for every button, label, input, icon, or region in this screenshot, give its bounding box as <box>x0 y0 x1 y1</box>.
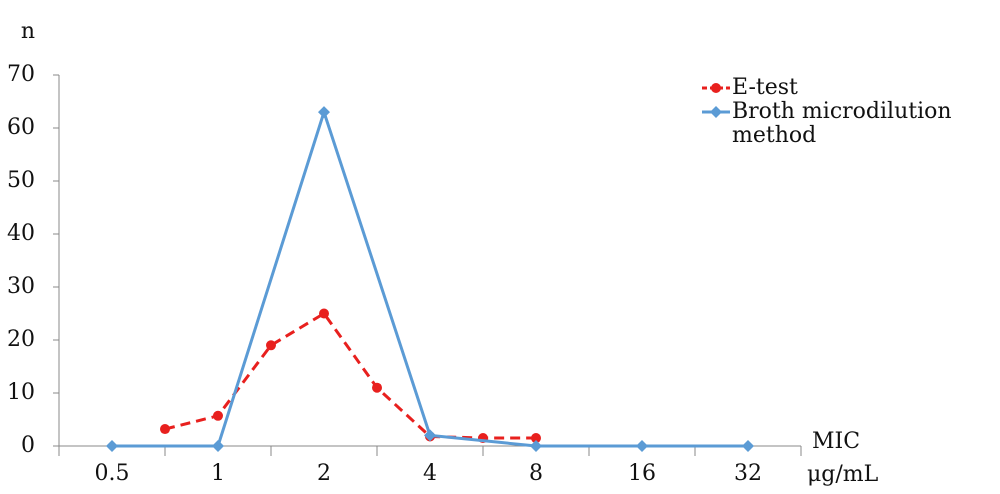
x-tick-label: 2 <box>317 461 331 486</box>
y-tick-label: 30 <box>7 274 35 299</box>
x-tick-label: 4 <box>423 461 437 486</box>
legend-label: Broth microdilution method <box>732 99 952 148</box>
point <box>160 424 170 435</box>
series-line <box>164 311 536 440</box>
y-tick-label: 0 <box>21 433 35 458</box>
point <box>106 440 118 452</box>
point <box>636 440 648 452</box>
legend: E-test Broth microdilution method <box>700 76 1000 148</box>
x-tick-label: 32 <box>734 461 762 486</box>
legend-swatch <box>702 106 730 118</box>
point <box>319 308 329 319</box>
y-tick-label: 40 <box>7 221 35 246</box>
y-tick-label: 20 <box>7 327 35 352</box>
y-tick-label: 70 <box>7 62 35 87</box>
y-tick-label: 60 <box>7 115 35 140</box>
legend-swatch <box>702 83 730 93</box>
legend-label: E-test <box>732 75 798 100</box>
x-tick-label: 0.5 <box>95 461 130 486</box>
y-axis-label: n <box>21 19 35 44</box>
series-line <box>112 107 748 448</box>
point <box>424 429 436 442</box>
point <box>212 440 224 452</box>
point <box>531 433 541 444</box>
x-axis-label: μg/mL <box>807 462 879 487</box>
point <box>213 410 223 421</box>
legend-marker <box>710 106 722 118</box>
point <box>742 440 754 452</box>
x-tick-label: 8 <box>529 461 543 486</box>
legend-entry: Broth microdilution method <box>700 100 1000 148</box>
legend-marker <box>711 83 721 93</box>
y-tick-label: 50 <box>7 168 35 193</box>
x-tick-label: 1 <box>211 461 225 486</box>
x-axis-label: MIC <box>812 429 860 454</box>
point <box>318 106 330 119</box>
legend-entry: E-test <box>700 76 1000 100</box>
y-tick-label: 10 <box>7 380 35 405</box>
point <box>372 382 382 393</box>
point <box>266 340 276 351</box>
point <box>530 440 542 452</box>
x-tick-label: 16 <box>628 461 656 486</box>
